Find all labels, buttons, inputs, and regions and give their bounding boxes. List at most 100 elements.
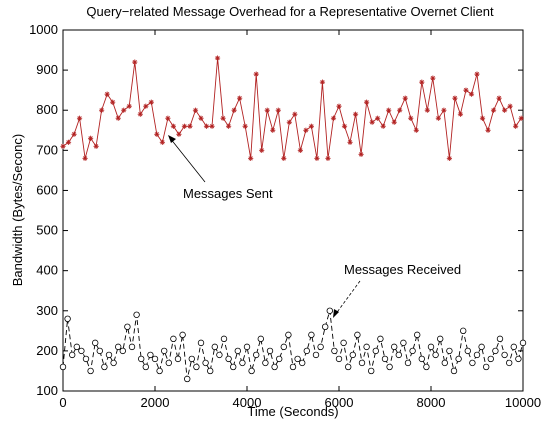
messages-received-point (455, 355, 462, 363)
messages-received-point (156, 367, 163, 375)
messages-sent-point (490, 107, 497, 113)
x-tick-label: 10000 (505, 395, 541, 410)
messages-received-point (381, 355, 389, 363)
messages-sent-point (308, 123, 314, 129)
messages-received-point (128, 343, 136, 351)
messages-received-point (418, 355, 425, 363)
messages-sent-point (352, 111, 359, 117)
messages-sent-point (226, 123, 232, 129)
messages-sent-point (99, 107, 105, 113)
messages-sent-arrowhead (168, 135, 176, 143)
messages-sent-point (281, 155, 287, 161)
messages-sent-point (419, 79, 425, 85)
messages-received-point (377, 335, 384, 343)
messages-received-point (322, 323, 329, 331)
messages-sent-point (286, 119, 292, 125)
messages-received-point (124, 323, 131, 331)
messages-sent-point (248, 155, 254, 161)
messages-received-point (96, 347, 103, 355)
messages-sent-point (358, 151, 364, 157)
messages-sent-point (170, 123, 176, 129)
x-axis-label: Time (Seconds) (247, 404, 338, 419)
messages-received-point (276, 355, 283, 363)
messages-received-point (197, 339, 205, 347)
messages-sent-point (325, 155, 331, 161)
messages-sent-point (468, 91, 475, 97)
messages-received-point (446, 347, 453, 355)
messages-sent-point (319, 79, 326, 85)
chart-title: Query−related Message Overhead for a Rep… (86, 4, 494, 19)
messages-sent-point (214, 55, 221, 61)
messages-received-point (487, 355, 494, 363)
messages-sent-point (71, 131, 77, 137)
messages-sent-point (479, 115, 486, 121)
messages-received-point (262, 359, 269, 367)
messages-sent-point (292, 111, 298, 117)
messages-received-point (133, 311, 140, 318)
x-tick-label: 6000 (325, 395, 354, 410)
messages-received-point (202, 359, 209, 367)
messages-sent-point (237, 95, 243, 101)
messages-received-point (59, 363, 67, 371)
messages-sent-point (402, 95, 408, 101)
messages-sent-point (341, 123, 348, 129)
y-axis-label: Bandwidth (Bytes/Seconc) (10, 134, 25, 286)
messages-received-point (174, 355, 182, 363)
messages-received-point (335, 355, 343, 363)
messages-sent-point (424, 107, 430, 113)
messages-received-point (345, 363, 352, 371)
plot-frame (62, 29, 524, 392)
messages-received-point (391, 343, 398, 351)
messages-sent-point (386, 107, 392, 113)
messages-received-point (105, 351, 113, 359)
messages-sent-point (143, 103, 149, 109)
messages-received-point (137, 355, 145, 363)
messages-sent-point (435, 115, 441, 121)
messages-received-point (496, 335, 504, 343)
messages-sent-point (270, 127, 276, 133)
messages-sent-point (88, 135, 94, 141)
messages-received-point (229, 363, 237, 371)
messages-received-point (519, 339, 527, 347)
messages-received-point (423, 363, 430, 371)
messages-sent-point (121, 107, 127, 113)
series-layer (59, 55, 527, 383)
messages-sent-point (518, 115, 524, 121)
messages-received-arrowhead (333, 309, 339, 318)
messages-sent-annotation: Messages Sent (183, 186, 273, 201)
messages-received-point (170, 335, 177, 343)
messages-received-point (68, 351, 76, 359)
messages-received-point (299, 359, 306, 367)
messages-sent-point (115, 115, 121, 121)
messages-received-point (317, 343, 324, 351)
messages-sent-point (198, 115, 204, 121)
messages-sent-point (502, 107, 508, 113)
messages-received-point (427, 343, 435, 351)
messages-received-point (193, 363, 200, 371)
messages-received-annotation: Messages Received (344, 262, 461, 277)
messages-received-point (253, 351, 260, 359)
messages-received-point (294, 355, 301, 363)
messages-received-point (239, 359, 246, 367)
messages-sent-point (369, 119, 375, 125)
y-tick-label: 700 (36, 142, 58, 157)
messages-sent-point (446, 155, 452, 161)
messages-received-point (225, 355, 232, 363)
messages-received-point (354, 331, 361, 339)
messages-received-point (216, 351, 223, 359)
x-tick-label: 4000 (233, 395, 262, 410)
messages-received-point (151, 355, 159, 363)
messages-sent-point (485, 127, 491, 133)
messages-sent-line (62, 58, 522, 159)
messages-received-point (414, 331, 421, 339)
x-tick-label: 0 (59, 395, 66, 410)
messages-received-point (386, 363, 393, 371)
messages-sent-point (192, 107, 199, 113)
messages-received-point (303, 347, 310, 355)
messages-sent-point (242, 123, 248, 129)
x-tick-label: 8000 (417, 395, 446, 410)
messages-received-point (220, 335, 228, 343)
messages-received-point (473, 351, 481, 359)
messages-received-point (331, 347, 338, 355)
y-tick-label: 600 (36, 182, 58, 197)
